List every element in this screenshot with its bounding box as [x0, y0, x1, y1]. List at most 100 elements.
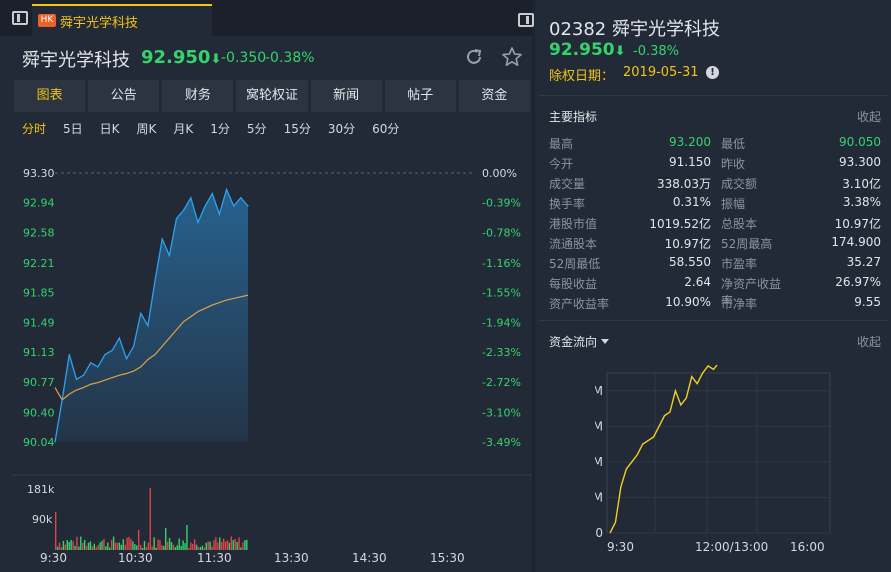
volume-bar [136, 545, 138, 550]
metric-value: 2.64 [684, 275, 711, 289]
tab-announcements[interactable]: 公告 [88, 80, 160, 112]
metrics-collapse-button[interactable]: 收起 [856, 110, 881, 124]
period-60min[interactable]: 60分 [372, 122, 400, 136]
average-line [54, 294, 249, 401]
period-1min[interactable]: 1分 [210, 122, 230, 136]
flow-collapse-button[interactable]: 收起 [856, 335, 881, 349]
period-intraday[interactable]: 分时 [22, 122, 47, 136]
volume-bar [186, 525, 188, 550]
period-30min[interactable]: 30分 [327, 122, 356, 136]
volume-bar [224, 541, 227, 550]
period-weekly-k[interactable]: 周K [136, 122, 157, 136]
price-point [140, 312, 142, 314]
volume-bar [76, 536, 78, 550]
metric-row: 52周最低 58.550 市盈率 35.27 [549, 255, 881, 275]
volume-bar [128, 536, 130, 550]
volume-bar [97, 545, 99, 550]
metric-row: 成交量 338.03万 成交额 3.10亿 [549, 175, 881, 195]
volume-bar [126, 537, 128, 550]
metric-row: 最高 93.200 最低 90.050 [549, 135, 881, 155]
price-tick-label: 90.77 [23, 376, 55, 389]
period-15min[interactable]: 15分 [283, 122, 311, 136]
volume-bar [205, 542, 207, 550]
volume-bar [159, 540, 161, 550]
price-point [204, 205, 206, 207]
toggle-left-panel-icon[interactable] [12, 11, 28, 25]
metric-value: 9.55 [854, 295, 881, 309]
refresh-icon[interactable] [464, 47, 484, 67]
favorite-star-icon[interactable] [501, 46, 523, 68]
volume-bar [240, 547, 242, 550]
volume-bar [130, 539, 132, 550]
price-change-pct: -0.38% [265, 50, 315, 66]
volume-bar [195, 544, 198, 550]
intraday-chart[interactable]: 93.30 0.00% 92.94 -0.39% 92.58 -0.78% 92.21 -1.… [12, 150, 532, 570]
volume-bar [89, 541, 92, 550]
volume-bar [157, 539, 159, 550]
price-tick-label: 91.13 [23, 346, 55, 359]
volume-bar [114, 542, 117, 550]
metric-label: 流通股本 [549, 237, 598, 251]
volume-bar [139, 544, 142, 550]
volume-bar [103, 538, 105, 550]
caret-down-icon [601, 339, 610, 344]
volume-bar [151, 546, 153, 550]
price-tick-label: 91.85 [23, 287, 55, 300]
period-selector: 分时 5日 日K 周K 月K 1分 5分 15分 30分 60分 [22, 120, 416, 140]
volume-tick-label: 90k [32, 513, 53, 526]
pct-tick-label: -3.49% [482, 436, 521, 449]
tab-capital[interactable]: 资金 [458, 80, 530, 112]
volume-bar [87, 542, 90, 550]
price-point [197, 221, 199, 224]
metric-value: 93.200 [669, 135, 711, 149]
metric-label: 振幅 [721, 197, 746, 211]
flow-tick-label: 40M [595, 384, 603, 398]
volume-bar [213, 540, 215, 550]
metric-value: 10.90% [665, 295, 711, 309]
flow-tick-label: 10M [595, 490, 603, 504]
volume-bar [83, 539, 86, 550]
price-point [233, 205, 235, 207]
metric-value: 90.050 [839, 135, 881, 149]
time-tick-label: 13:30 [274, 551, 309, 565]
volume-bar [211, 546, 213, 550]
tab-warrants[interactable]: 窝轮权证 [236, 80, 308, 112]
price-point [75, 378, 78, 380]
volume-bar [91, 546, 94, 550]
volume-bar [246, 539, 248, 550]
volume-bar [82, 542, 84, 550]
volume-bar [101, 540, 103, 550]
volume-bar [70, 539, 72, 550]
volume-bar [190, 542, 192, 550]
pct-tick-label: -2.33% [482, 346, 521, 359]
volume-bar [165, 528, 167, 550]
quote-panel: HK 舜宇光学科技 舜宇光学科技 92.950⬇ -0.350 -0.38% 图… [0, 0, 534, 570]
volume-bar [242, 542, 244, 550]
price-line [54, 187, 249, 443]
divider [539, 95, 889, 96]
metric-row: 今开 91.150 昨收 93.300 [549, 155, 881, 175]
volume-bar [244, 540, 246, 550]
volume-bar [215, 537, 217, 550]
stock-tab[interactable]: HK 舜宇光学科技 [32, 4, 212, 36]
metric-value: 91.150 [669, 155, 711, 169]
capital-flow-chart[interactable]: 40M 30M 20M 10M 0 9:30 12:00/13:00 16:00 [595, 365, 891, 565]
tab-chart[interactable]: 图表 [14, 80, 86, 112]
price-point [168, 254, 170, 257]
tab-financials[interactable]: 财务 [162, 80, 234, 112]
volume-bar [188, 547, 190, 550]
period-daily-k[interactable]: 日K [99, 122, 120, 136]
capital-flow-dropdown[interactable]: 资金流向 [549, 333, 610, 350]
period-5min[interactable]: 5分 [246, 122, 267, 136]
info-icon[interactable]: ! [706, 66, 719, 79]
period-monthly-k[interactable]: 月K [173, 122, 194, 136]
price-tick-label: 92.58 [23, 226, 55, 239]
period-5day[interactable]: 5日 [63, 122, 83, 136]
tab-posts[interactable]: 帖子 [384, 80, 456, 112]
tab-news[interactable]: 新闻 [310, 80, 382, 112]
metric-value: 174.900 [831, 235, 881, 249]
volume-bar [116, 542, 119, 550]
toggle-right-panel-icon[interactable] [518, 13, 534, 27]
volume-bar [74, 545, 76, 550]
volume-bar [182, 540, 184, 550]
